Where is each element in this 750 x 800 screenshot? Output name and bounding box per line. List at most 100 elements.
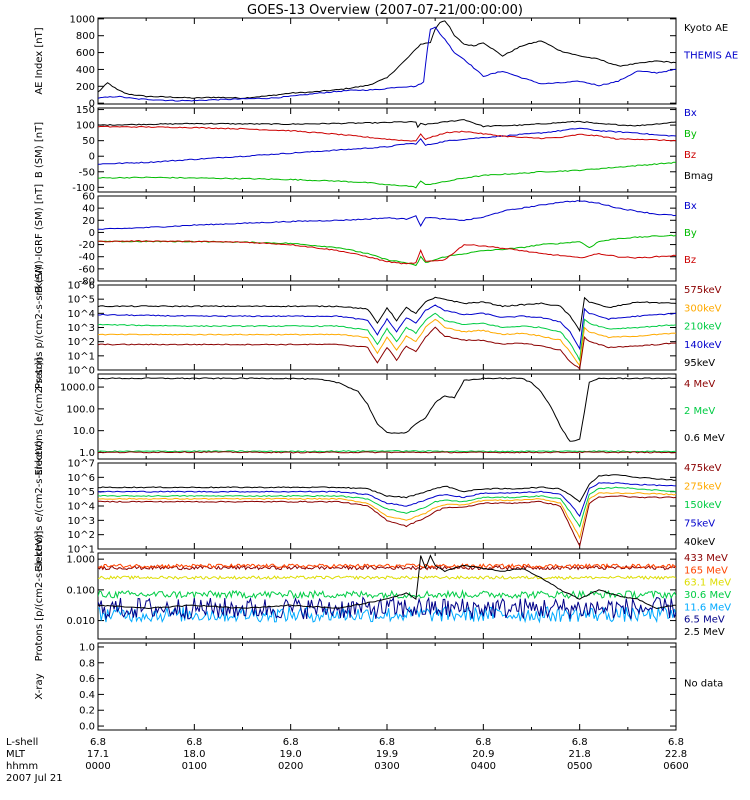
- y-axis-label: Protons p/(cm2-s-sr-keV): [34, 266, 45, 389]
- x-axis-annotation: L-shellMLThhmm6.817.100006.818.001006.81…: [6, 737, 689, 784]
- y-tick-label: -100: [72, 183, 95, 194]
- y-tick-label: 1000.0: [60, 383, 95, 394]
- panel-bsm: -100 -50 0 50 100 150 B (SM) [nT] Bx By Bz Bmag: [34, 105, 713, 194]
- panel-frame: [97, 642, 677, 731]
- y-tick-label: 10^2: [68, 530, 95, 541]
- legend-entry: Kyoto AE: [684, 23, 728, 34]
- y-tick-label: 10^7: [68, 459, 95, 470]
- series-line-4-mev: [98, 451, 676, 454]
- y-tick-label: 1.000: [66, 555, 95, 566]
- legend-entry: 40keV: [684, 537, 715, 548]
- x-tick-label-hhmm: 0600: [663, 761, 688, 772]
- y-tick-label: 10^1: [68, 545, 95, 556]
- series-line-30-6-mev: [98, 588, 676, 600]
- legend-entry: 300keV: [684, 303, 722, 314]
- y-axis-label: B (SM) [nT]: [34, 122, 45, 178]
- legend-entry: 433 MeV: [684, 553, 728, 564]
- legend-entry: Bx: [684, 108, 697, 119]
- series-line-300kev: [98, 318, 676, 367]
- y-axis-label: AE Index [nT]: [34, 27, 45, 94]
- x-tick-label-hhmm: 0500: [567, 761, 592, 772]
- y-tick-label: -60: [79, 264, 95, 275]
- y-tick-label: 10^0: [68, 366, 95, 377]
- series-line-bx: [98, 200, 676, 230]
- series-line-bz: [98, 125, 676, 142]
- series-line-bz: [98, 239, 676, 265]
- y-tick-label: 400: [76, 65, 95, 76]
- x-tick-label-mlt: 21.8: [569, 749, 591, 760]
- y-tick-label: 10^1: [68, 351, 95, 362]
- legend-entry: 4 MeV: [684, 379, 715, 390]
- panel-frame: [97, 462, 677, 550]
- x-row-label: MLT: [6, 749, 26, 760]
- x-tick-label-lshell: 6.8: [186, 737, 202, 748]
- y-tick-label: 150: [76, 105, 95, 116]
- x-tick-label-hhmm: 0300: [374, 761, 399, 772]
- x-row-label: hhmm: [6, 761, 38, 772]
- x-tick-label-lshell: 6.8: [668, 737, 684, 748]
- legend-entry: 150keV: [684, 500, 722, 511]
- y-tick-label: 50: [82, 136, 95, 147]
- panel-protons-high: 0.010 0.100 1.000 Protons [p/(cm2-s-sr-keV)…: [34, 531, 731, 662]
- series-line-6-5-mev: [98, 596, 676, 621]
- y-tick-label: 0.4: [79, 690, 95, 701]
- x-tick-label-lshell: 6.8: [379, 737, 395, 748]
- y-tick-label: 0.010: [66, 616, 95, 627]
- legend-entry: 575keV: [684, 285, 722, 296]
- series-line-bmag: [98, 119, 676, 129]
- y-axis-label: B (SM)-IGRF (SM) [nT]: [34, 184, 45, 293]
- y-tick-label: 20: [82, 216, 95, 227]
- series-line-by: [98, 234, 676, 267]
- y-tick-label: 0.100: [66, 585, 95, 596]
- legend-entry: 75keV: [684, 519, 715, 530]
- series-line-by: [98, 161, 676, 189]
- series-line-75kev: [98, 482, 676, 518]
- legend-entry: 275keV: [684, 482, 722, 493]
- y-tick-label: 10^6: [68, 281, 95, 292]
- legend-entry: 11.6 MeV: [684, 602, 731, 613]
- series-line-0-6-mev: [98, 377, 676, 442]
- series-line-165-mev: [98, 563, 676, 569]
- y-tick-label: 10^6: [68, 473, 95, 484]
- x-tick-label-hhmm: 0100: [182, 761, 207, 772]
- series-line-kyoto-ae: [98, 20, 676, 100]
- panel-electrons-low: 10^1 10^2 10^3 10^4 10^5 10^6 10^7 Electrons e/…: [34, 440, 722, 572]
- y-tick-label: 1.0: [79, 642, 95, 653]
- y-tick-label: 10^5: [68, 487, 95, 498]
- panel-frame: [97, 107, 677, 193]
- y-tick-label: 0: [89, 228, 95, 239]
- y-tick-label: 60: [82, 192, 95, 203]
- y-tick-label: 1000: [70, 14, 95, 25]
- series-line-2-5-mev: [98, 554, 676, 610]
- legend-entry: Bx: [684, 201, 697, 212]
- series-line-140kev: [98, 304, 676, 351]
- y-tick-label: 200: [76, 82, 95, 93]
- y-tick-label: -80: [79, 277, 95, 288]
- y-tick-label: 10^5: [68, 295, 95, 306]
- figure-title: GOES-13 Overview (2007-07-21/00:00:00): [247, 3, 523, 18]
- y-axis-label: Electrons [e/(cm2-s-sr)]: [34, 357, 45, 475]
- x-tick-label-lshell: 6.8: [90, 737, 106, 748]
- series-line-63-1-mev: [98, 575, 676, 581]
- x-tick-label-mlt: 18.0: [183, 749, 205, 760]
- y-tick-label: 0.8: [79, 658, 95, 669]
- panel-electrons-high: 1.0 10.0 100.0 1000.0 Electrons [e/(cm2-s-sr…: [34, 357, 725, 475]
- y-tick-label: 600: [76, 48, 95, 59]
- series-line-2-mev: [98, 449, 676, 453]
- x-tick-label-mlt: 20.9: [472, 749, 494, 760]
- x-tick-label-mlt: 19.0: [280, 749, 302, 760]
- y-axis-label: X-ray: [34, 673, 45, 699]
- panel-protons-low: 10^0 10^1 10^2 10^3 10^4 10^5 10^6 Protons p/(c…: [34, 266, 722, 389]
- legend-entry: 140keV: [684, 340, 722, 351]
- x-tick-label-mlt: 17.1: [87, 749, 109, 760]
- y-tick-label: 0.2: [79, 706, 95, 717]
- x-tick-label-hhmm: 0200: [278, 761, 303, 772]
- y-tick-label: 10^4: [68, 309, 95, 320]
- legend-entry: 0.6 MeV: [684, 433, 725, 444]
- series-line-575kev: [98, 326, 676, 370]
- y-axis-label: Electrons e/(cm2-s-sr-keV): [34, 440, 45, 572]
- y-tick-label: 10^3: [68, 323, 95, 334]
- y-axis-label: Protons [p/(cm2-s-sr-keV)]: [34, 531, 45, 662]
- legend-entry: 2.5 MeV: [684, 627, 725, 638]
